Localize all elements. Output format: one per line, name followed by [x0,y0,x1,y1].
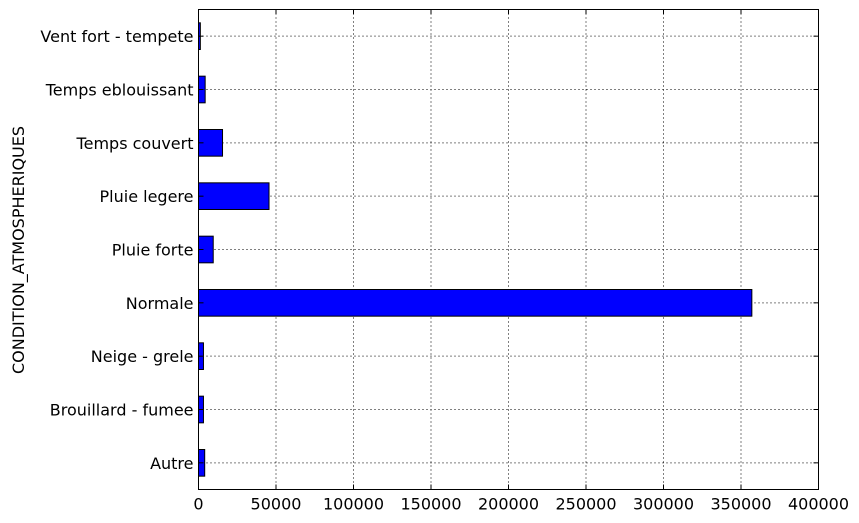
bar [198,182,270,210]
y-tick-label: Pluie legere [100,187,194,206]
x-axis: 0 50000 100000 150000 200000 250000 300000 3500… [193,9,849,514]
y-tick-label: Normale [126,294,194,313]
x-tick-label: 300000 [633,495,694,514]
x-tick-label: 350000 [710,495,771,514]
y-axis-title: CONDITION_ATMOSPHERIQUES [9,126,29,374]
grid-lines [198,9,819,490]
y-tick-label: Autre [150,454,193,473]
x-tick-label: 0 [193,495,203,514]
y-axis: Autre Brouillard - fumee Neige - grele Norm… [40,27,819,473]
y-tick-label: Vent fort - tempete [40,27,193,46]
y-tick-label: Neige - grele [91,347,194,366]
y-tick-label: Temps eblouissant [45,81,194,100]
x-tick-label: 50000 [251,495,302,514]
x-tick-label: 100000 [323,495,384,514]
y-tick-label: Brouillard - fumee [50,401,194,420]
x-tick-label: 150000 [400,495,461,514]
x-tick-label: 400000 [788,495,849,514]
x-tick-label: 250000 [555,495,616,514]
y-tick-label: Pluie forte [112,241,194,260]
y-tick-label: Temps couvert [76,134,194,153]
bar [198,289,753,317]
x-tick-label: 200000 [478,495,539,514]
